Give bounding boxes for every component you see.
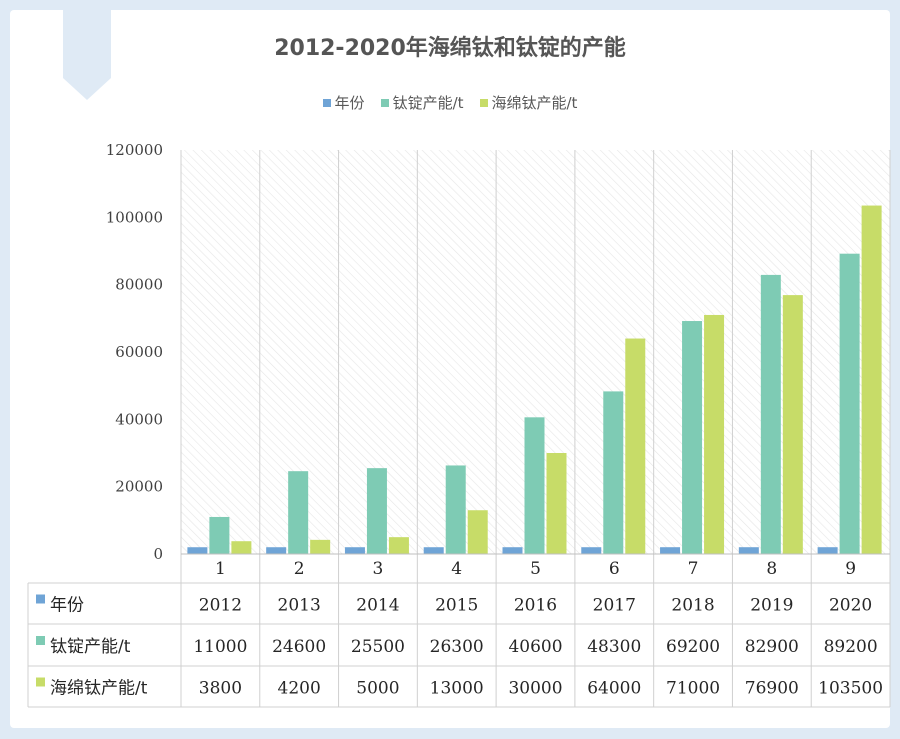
bar-series-3 (861, 205, 882, 555)
bar-series-2 (366, 468, 387, 554)
table-cell-value: 2019 (750, 596, 793, 616)
table-cell-value: 30000 (508, 679, 562, 699)
legend-label-year: 年份 (334, 94, 365, 112)
y-tick-label: 20000 (115, 478, 163, 496)
table-cell-value: 40600 (508, 637, 562, 657)
legend-item-ingot: 钛锭产能/t (380, 92, 464, 113)
bar-series-1 (344, 547, 365, 554)
bar-series-3 (310, 539, 331, 554)
bar-series-3 (625, 338, 646, 554)
y-tick-label: 40000 (115, 410, 163, 428)
table-cell-value: 24600 (272, 637, 326, 657)
legend-label-sponge: 海绵钛产能/t (491, 94, 578, 112)
table-cell-value: 82900 (745, 637, 799, 657)
table-cell-value: 2020 (829, 596, 872, 616)
table-cell-value: 26300 (430, 637, 484, 657)
legend-swatch-year (322, 98, 331, 107)
table-cell-value: 13000 (430, 679, 484, 699)
bar-series-1 (502, 547, 523, 554)
y-tick-label: 60000 (115, 343, 163, 361)
x-tick-label: 6 (609, 559, 620, 579)
bar-series-3 (231, 541, 252, 554)
x-tick-label: 3 (373, 559, 384, 579)
y-tick-label: 80000 (115, 276, 163, 294)
table-cell-value: 89200 (824, 637, 878, 657)
bar-series-2 (445, 465, 466, 554)
y-tick-label: 100000 (106, 208, 163, 226)
table-cell-value: 2015 (435, 596, 478, 616)
y-tick-label: 120000 (106, 141, 163, 159)
legend-label-ingot: 钛锭产能/t (392, 94, 464, 112)
table-cell-value: 3800 (199, 679, 242, 699)
chart-title: 2012-2020年海绵钛和钛锭的产能 (274, 36, 626, 61)
bar-series-2 (760, 274, 781, 554)
table-row-label: 年份 (50, 596, 84, 616)
table-cell-value: 76900 (745, 679, 799, 699)
y-tick-label: 0 (153, 545, 163, 563)
table-cell-value: 2018 (671, 596, 714, 616)
bar-series-1 (423, 547, 444, 554)
table-cell-value: 2016 (514, 596, 557, 616)
x-tick-label: 5 (530, 559, 541, 579)
bar-series-3 (546, 453, 567, 554)
table-row-label: 钛锭产能/t (50, 637, 131, 657)
table-cell-value: 71000 (666, 679, 720, 699)
table-row-key (36, 677, 45, 687)
x-tick-label: 1 (215, 559, 226, 579)
bar-series-3 (388, 537, 409, 554)
bar-series-1 (738, 547, 759, 554)
table-cell-value: 2013 (278, 596, 321, 616)
table-cell-value: 4200 (278, 679, 321, 699)
legend-item-sponge: 海绵钛产能/t (479, 92, 578, 113)
bar-series-2 (603, 391, 624, 554)
bar-series-2 (209, 516, 230, 554)
x-tick-label: 2 (294, 559, 305, 579)
table-cell-value: 2012 (199, 596, 242, 616)
legend-item-year: 年份 (322, 92, 365, 113)
bar-series-1 (266, 547, 287, 554)
bar-series-3 (467, 510, 488, 554)
bar-series-3 (704, 314, 725, 554)
bar-series-1 (581, 547, 602, 554)
bar-series-1 (660, 547, 681, 554)
legend-swatch-sponge (479, 98, 488, 107)
bar-series-2 (524, 417, 545, 554)
table-row-key (36, 594, 45, 604)
bar-series-3 (782, 295, 803, 554)
chart-legend: 年份 钛锭产能/t 海绵钛产能/t (0, 92, 900, 113)
table-cell-value: 69200 (666, 637, 720, 657)
table-cell-value: 48300 (587, 637, 641, 657)
x-tick-label: 4 (451, 559, 462, 579)
table-row-label: 海绵钛产能/t (50, 679, 148, 699)
table-cell-value: 103500 (818, 679, 883, 699)
x-tick-label: 9 (845, 559, 856, 579)
table-cell-value: 5000 (356, 679, 399, 699)
legend-swatch-ingot (380, 98, 389, 107)
x-tick-label: 8 (766, 559, 777, 579)
table-row-key (36, 636, 45, 645)
table-cell-value: 25500 (351, 637, 405, 657)
table-cell-value: 2014 (356, 596, 399, 616)
table-cell-value: 2017 (593, 596, 636, 616)
bar-series-1 (817, 547, 838, 554)
table-cell-value: 11000 (193, 637, 247, 657)
corner-ribbon (63, 0, 111, 100)
bar-series-2 (839, 253, 860, 554)
bar-series-2 (288, 471, 309, 554)
bar-series-1 (187, 547, 208, 554)
x-tick-label: 7 (688, 559, 699, 579)
bar-series-2 (682, 321, 703, 554)
table-cell-value: 64000 (587, 679, 641, 699)
